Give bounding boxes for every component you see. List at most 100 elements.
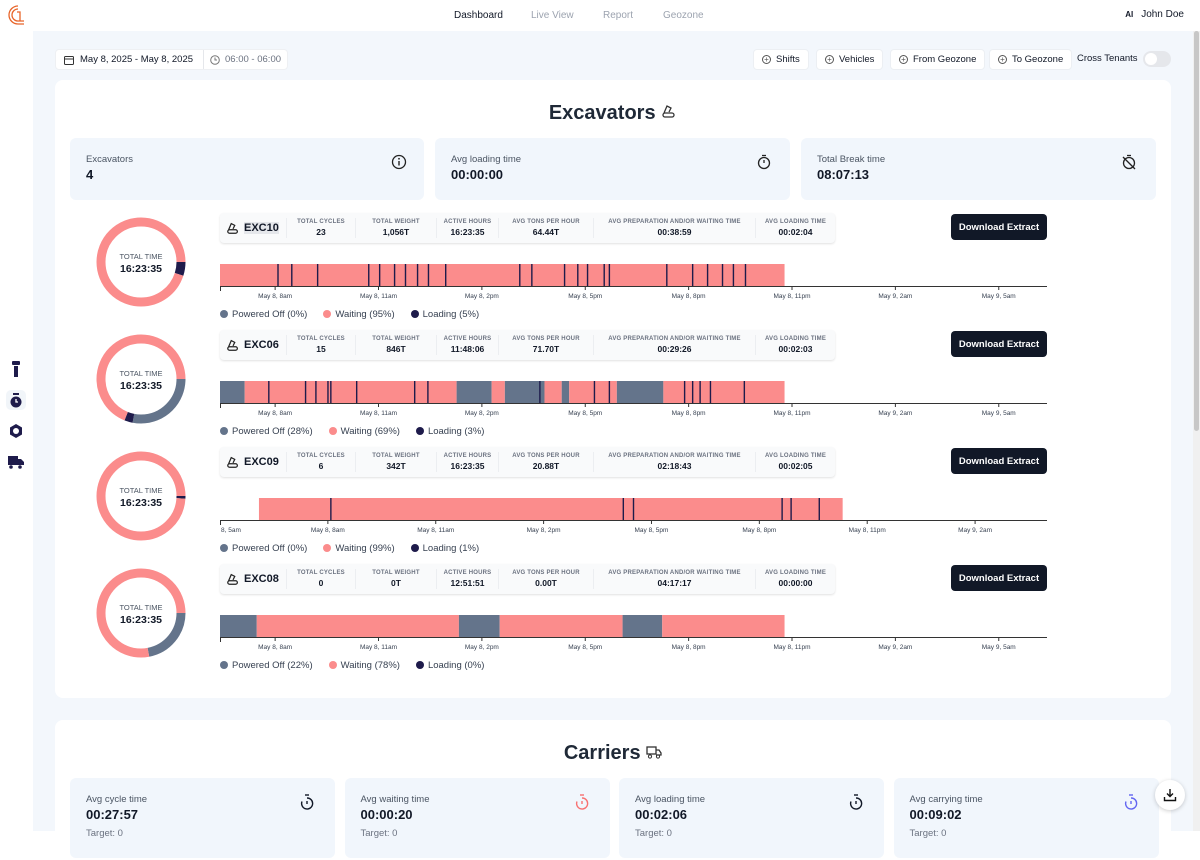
- date-range-picker[interactable]: May 8, 2025 - May 8, 2025 06:00 - 06:00: [55, 49, 289, 70]
- stat-column: AVG LOADING TIME 00:02:05: [755, 452, 835, 472]
- loading-event: [427, 264, 430, 286]
- legend-label: Powered Off (28%): [232, 426, 313, 437]
- axis-tick-label: May 8, 2pm: [527, 527, 561, 534]
- loading-event: [706, 264, 709, 286]
- axis-tick-label: May 8, 11pm: [773, 293, 810, 300]
- stat-header: AVG LOADING TIME: [764, 453, 827, 459]
- download-extract-button[interactable]: Download Extract: [951, 565, 1047, 591]
- summary-card-avg-loading: Avg loading time 00:00:00: [435, 138, 790, 200]
- stat-value: 846T: [386, 344, 406, 354]
- clock-icon: [210, 54, 220, 65]
- carriers-panel: Carriers Avg cycle time 00:27:57 Target: 0…: [55, 720, 1171, 860]
- download-extract-button[interactable]: Download Extract: [951, 331, 1047, 357]
- button-label: To Geozone: [1012, 54, 1064, 65]
- loading-event: [539, 381, 541, 403]
- axis-tick-label: May 8, 8am: [258, 644, 292, 651]
- legend-label: Loading (5%): [422, 309, 480, 320]
- stat-column: ACTIVE HOURS 16:23:35: [436, 452, 498, 472]
- segment-powered_off: [504, 381, 545, 403]
- stat-header: TOTAL WEIGHT: [372, 336, 420, 342]
- donut-slice-waiting: [96, 217, 186, 307]
- carrier-card: Avg loading time 00:02:06 Target: 0: [619, 778, 884, 858]
- stat-value: 00:29:26: [657, 344, 692, 354]
- loading-event: [608, 381, 611, 403]
- stat-header: AVG TONS PER HOUR: [512, 336, 580, 342]
- stat-column: ACTIVE HOURS 12:51:51: [436, 569, 498, 589]
- download-extract-button[interactable]: Download Extract: [951, 214, 1047, 240]
- stat-value: 16:23:35: [450, 227, 485, 237]
- carrier-card: Avg cycle time 00:27:57 Target: 0: [70, 778, 335, 858]
- loading-event: [632, 498, 635, 520]
- excavator-stats-card: EXC08 TOTAL CYCLES 0 TOTAL WEIGHT 0T ACTIVE H…: [220, 564, 835, 594]
- card-label: Avg waiting time: [360, 794, 430, 805]
- segment-waiting: [544, 381, 562, 403]
- info-icon: [391, 154, 407, 170]
- nav-geozone[interactable]: Geozone: [663, 10, 704, 21]
- stat-value: 1,056T: [382, 227, 410, 237]
- loading-event: [586, 264, 589, 286]
- to-geozone-filter-button[interactable]: + To Geozone: [989, 49, 1073, 70]
- legend-label: Loading (3%): [427, 426, 485, 437]
- loading-event: [721, 264, 724, 286]
- nav-dashboard[interactable]: Dashboard: [454, 10, 503, 21]
- excavator-icon: [227, 222, 238, 234]
- nav-live-view[interactable]: Live View: [531, 10, 574, 21]
- stat-header: TOTAL WEIGHT: [372, 570, 420, 576]
- user-menu[interactable]: AI John Doe: [1125, 9, 1184, 20]
- axis-tick-label: May 8, 2pm: [465, 410, 499, 417]
- excavators-title: Excavators: [55, 102, 1171, 125]
- loading-event: [781, 498, 783, 520]
- timer-off-icon: [1122, 154, 1136, 170]
- truck-icon[interactable]: [6, 452, 26, 472]
- total-time-donut: TOTAL TIME 16:23:35: [96, 334, 186, 424]
- user-name: John Doe: [1141, 9, 1184, 20]
- legend-dot: [328, 661, 337, 669]
- download-fab[interactable]: [1155, 780, 1185, 810]
- loading-event: [818, 498, 820, 520]
- loading-event: [416, 264, 419, 286]
- excavator-icon: [227, 573, 238, 585]
- loading-event: [404, 264, 407, 286]
- vehicles-filter-button[interactable]: + Vehicles: [816, 49, 884, 70]
- truck-outline-icon: [646, 746, 662, 759]
- stat-column: TOTAL CYCLES 6: [286, 452, 355, 472]
- legend-dot: [415, 427, 424, 435]
- excavator-row: TOTAL TIME 16:23:35 EXC10 TOTAL CYCLES 23 TOT…: [55, 210, 1171, 327]
- stopwatch-icon[interactable]: [6, 390, 26, 410]
- stat-column: AVG PREPARATION AND/OR WAITING TIME 02:18…: [593, 452, 755, 472]
- nav-report[interactable]: Report: [603, 10, 634, 21]
- loading-event: [327, 381, 329, 403]
- tower-icon[interactable]: [6, 359, 26, 379]
- loading-event: [563, 264, 566, 286]
- from-geozone-filter-button[interactable]: + From Geozone: [890, 49, 986, 70]
- legend-item-powered_off: Powered Off (0%): [220, 309, 307, 320]
- legend-label: Waiting (99%): [335, 543, 395, 554]
- stat-header: AVG LOADING TIME: [764, 570, 827, 576]
- axis-tick-label: May 8, 8am: [258, 410, 292, 417]
- shifts-filter-button[interactable]: + Shifts: [753, 49, 809, 70]
- axis-tick-label: May 9, 2am: [878, 410, 912, 417]
- excavator-row: TOTAL TIME 16:23:35 EXC08 TOTAL CYCLES 0 TOTA…: [55, 561, 1171, 678]
- legend-item-waiting: Waiting (99%): [323, 543, 395, 554]
- legend-dot: [323, 310, 332, 318]
- stat-column: AVG PREPARATION AND/OR WAITING TIME 00:38…: [593, 218, 755, 238]
- button-label: Shifts: [776, 54, 800, 65]
- timer-icon: [1124, 794, 1138, 815]
- company-logo[interactable]: [6, 4, 26, 26]
- loading-event: [378, 264, 381, 286]
- stat-header: AVG PREPARATION AND/OR WAITING TIME: [608, 453, 741, 459]
- donut-value: 16:23:35: [120, 263, 162, 275]
- card-value: 08:07:13: [817, 167, 870, 182]
- stat-header: ACTIVE HOURS: [443, 336, 492, 342]
- stat-column: AVG TONS PER HOUR 64.44T: [498, 218, 593, 238]
- page-scrollbar[interactable]: [1193, 31, 1200, 831]
- axis-tick-label: May 8, 5pm: [568, 644, 602, 651]
- stat-column: AVG LOADING TIME 00:02:03: [755, 335, 835, 355]
- donut-value: 16:23:35: [120, 614, 162, 626]
- download-extract-button[interactable]: Download Extract: [951, 448, 1047, 474]
- cross-tenants-toggle[interactable]: [1143, 51, 1171, 67]
- loading-event: [683, 381, 686, 403]
- stat-column: TOTAL CYCLES 0: [286, 569, 355, 589]
- legend-item-waiting: Waiting (69%): [328, 426, 400, 437]
- hexagon-icon[interactable]: [6, 421, 26, 441]
